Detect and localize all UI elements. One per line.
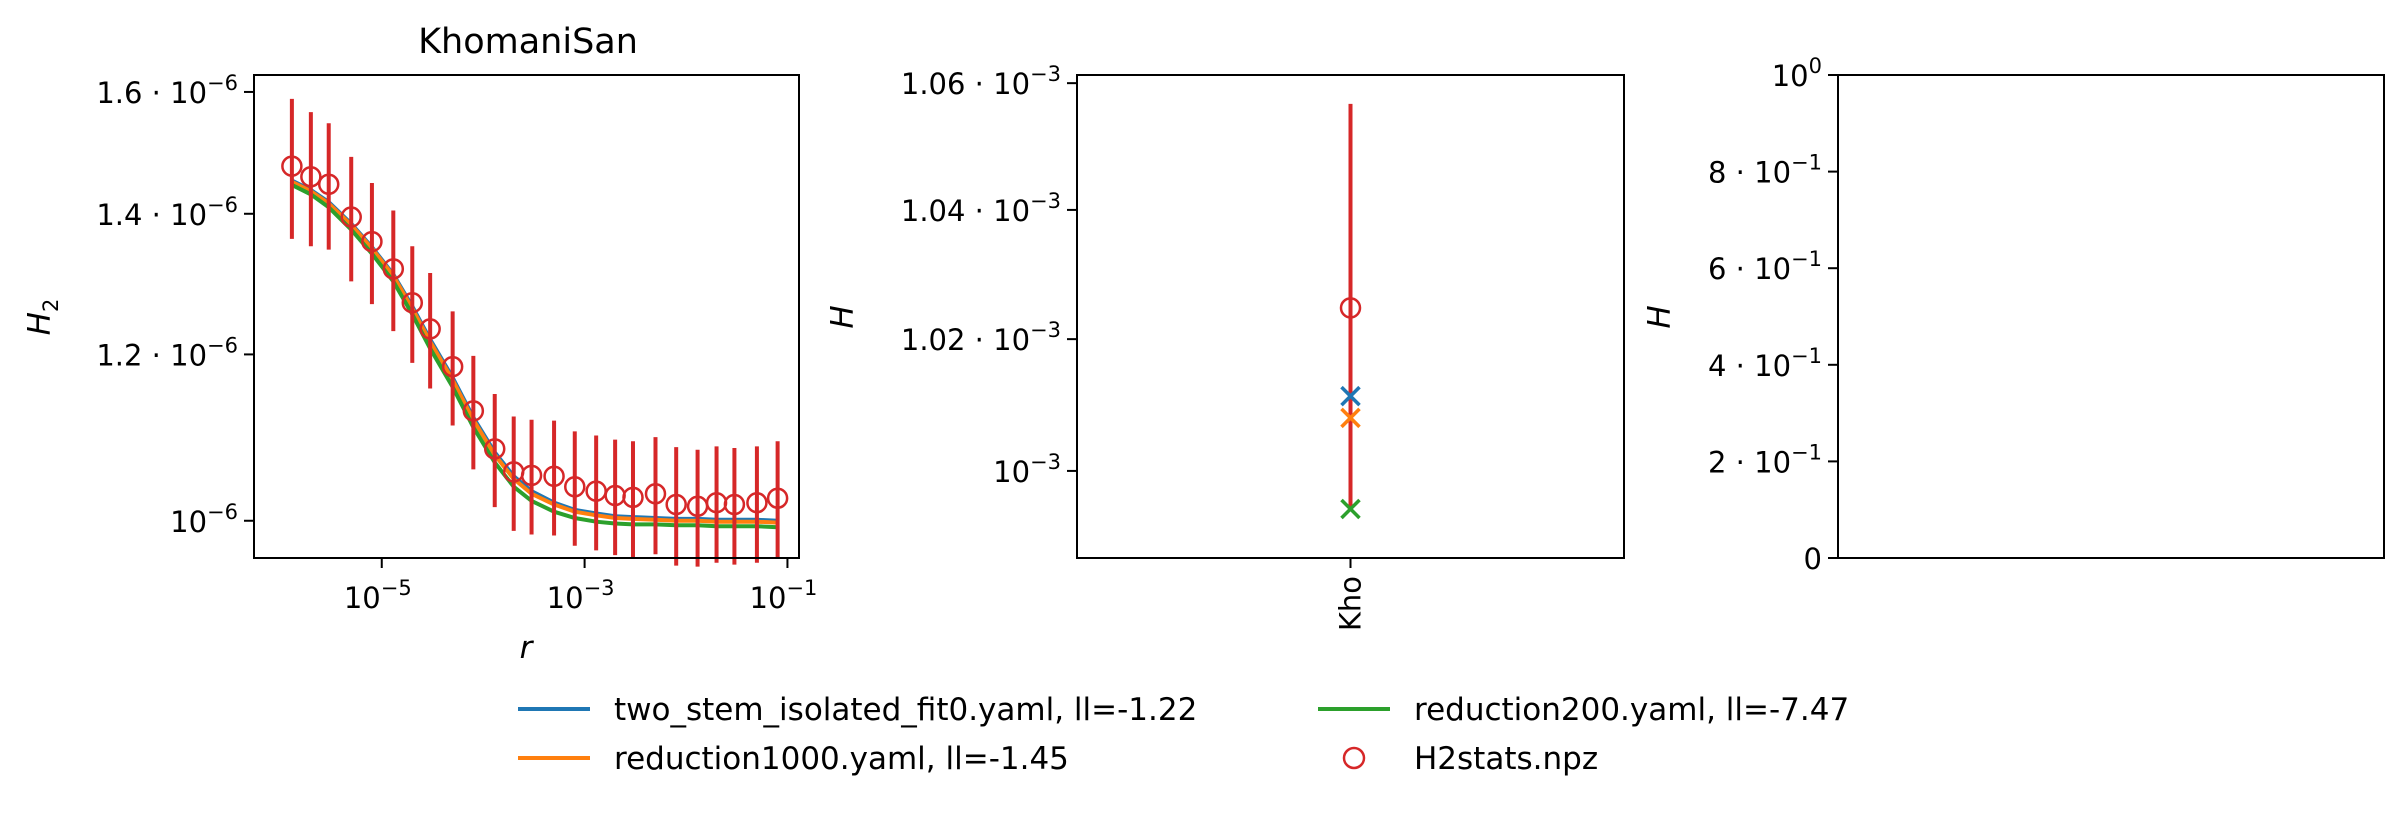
panel-3-y-tick-label: 8 · 10−1 (1708, 151, 1822, 190)
panel-1-x-label: r (520, 630, 535, 666)
panel-3-y-tick-label: 100 (1772, 54, 1822, 93)
panel-1-title: KhomaniSan (418, 22, 638, 62)
panel-1-y-tick-label: 10−6 (170, 500, 238, 539)
panel-2-y-tick-label: 1.06 · 10−3 (901, 62, 1061, 101)
panel-2-y-label: H (825, 305, 861, 328)
panel-3-y-tick-label: 6 · 10−1 (1708, 247, 1822, 286)
panel-1-y-label-sub: 2 (39, 299, 63, 312)
panel-1-data-point (441, 355, 464, 378)
legend-label-1: reduction1000.yaml, ll=-1.45 (614, 741, 1069, 777)
panel-1-data-point (317, 173, 340, 196)
panel-2-x-marker-0 (1340, 385, 1361, 407)
panel-1-data-point (281, 155, 303, 177)
panel-1-data-point (419, 318, 441, 340)
panel-2-x-ticks: Kho (1334, 558, 1368, 631)
panel-1-data-point (723, 493, 746, 516)
panel-1-data-point (766, 487, 789, 509)
panel-1-y-tick-label: 1.4 · 10−6 (96, 193, 238, 232)
panel-2-y-tick-label: 10−3 (993, 450, 1061, 489)
panel-1-data-point (382, 258, 405, 280)
panel-1-data-point (300, 165, 322, 188)
panel-1-x-ticks: 10−5 10−3 10−1 (344, 558, 818, 615)
panel-1-y-label: H2 (22, 299, 63, 336)
panel-1-data-point (543, 465, 565, 487)
panel-h-kho: Kho 10−3 1.02 · 10−3 1.04 · 10−3 1.06 · 10−… (825, 62, 1625, 631)
panel-3-y-tick-label: 0 (1804, 542, 1822, 576)
legend-label-2: reduction200.yaml, ll=-7.47 (1414, 692, 1849, 728)
panel-2-y-tick-label: 1.04 · 10−3 (901, 189, 1061, 228)
panel-2-x-marker-1 (1340, 407, 1361, 429)
panel-1-x-tick-label: 10−5 (344, 576, 412, 615)
panel-2-x-marker-2 (1340, 498, 1361, 520)
panel-1-data-point (483, 438, 506, 460)
panel-1-frame (253, 74, 800, 559)
panel-1-data-point (520, 464, 543, 487)
legend-label-3: H2stats.npz (1414, 741, 1598, 777)
panel-1-data-point (746, 491, 768, 514)
panel-1-plot-area (281, 98, 789, 567)
panel-1-data-point (644, 483, 667, 505)
panel-1-data-point (340, 206, 362, 228)
panel-1-y-label-main: H (22, 312, 58, 335)
legend-label-0: two_stem_isolated_fit0.yaml, ll=-1.22 (614, 692, 1197, 728)
panel-2-data-point (1339, 297, 1362, 319)
panel-2-plot-area (1339, 103, 1362, 520)
panel-2-y-ticks: 10−3 1.02 · 10−3 1.04 · 10−3 1.06 · 10−3 (901, 62, 1077, 489)
panel-1-y-tick-label: 1.6 · 10−6 (96, 71, 238, 110)
legend: two_stem_isolated_fit0.yaml, ll=-1.22 re… (518, 692, 1849, 777)
panel-1-x-tick-label: 10−3 (547, 576, 615, 615)
panel-3-y-tick-label: 2 · 10−1 (1708, 440, 1822, 479)
panel-3-y-tick-label: 4 · 10−1 (1708, 344, 1822, 383)
panel-1-y-tick-label: 1.2 · 10−6 (96, 333, 238, 372)
panel-3-frame (1837, 74, 2385, 559)
panel-1-x-tick-label: 10−1 (750, 576, 818, 615)
panel-1-y-ticks: 10−6 1.2 · 10−6 1.4 · 10−6 1.6 · 10−6 (96, 71, 254, 539)
panel-2-x-tick-label: Kho (1334, 576, 1368, 631)
panel-3-y-label: H (1642, 305, 1678, 328)
panel-1-data-point (401, 291, 424, 314)
panel-1-data-point (462, 400, 485, 422)
panel-h-empty: 0 2 · 10−1 4 · 10−1 6 · 10−1 8 · 10−1 100 H (1642, 54, 2385, 576)
panel-1-data-point (665, 493, 687, 516)
panel-1-data-point (361, 230, 383, 253)
panel-2-y-tick-label: 1.02 · 10−3 (901, 318, 1061, 357)
legend-swatch-3 (1342, 746, 1366, 770)
panel-1-data-point (622, 486, 644, 509)
panel-3-y-ticks: 0 2 · 10−1 4 · 10−1 6 · 10−1 8 · 10−1 100 (1708, 54, 1838, 576)
panel-1-data-point (564, 475, 586, 498)
panel-h2-vs-r: KhomaniSan 10−5 10−3 10−1 10−6 1.2 · 10−6 1.… (22, 22, 817, 666)
